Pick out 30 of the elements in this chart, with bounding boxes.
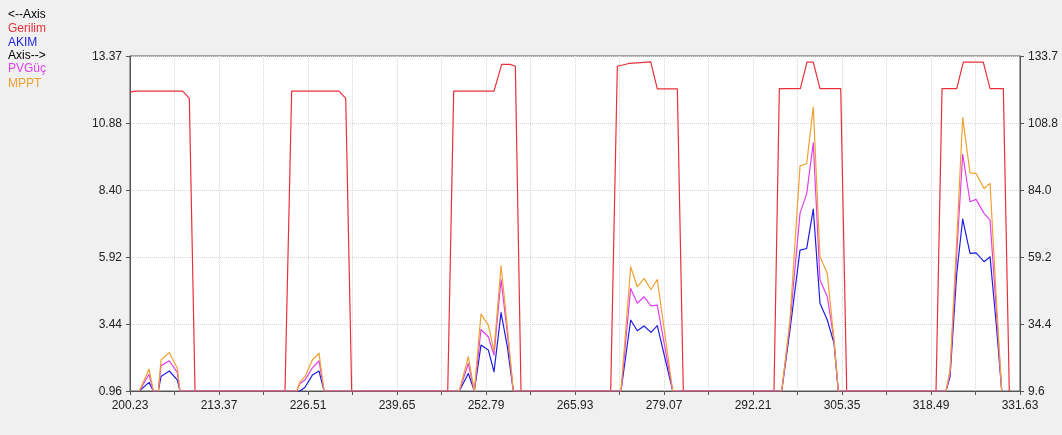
x-tick-label: 226.51: [289, 398, 327, 412]
y2-tick-label: 59.2: [1028, 250, 1052, 265]
x-tick-label: 305.35: [823, 398, 861, 412]
text: PVGüç: [8, 61, 47, 75]
text: MPPT: [8, 75, 42, 90]
x-tick-label: 239.65: [378, 398, 416, 412]
x-tick-label: 331.63: [1001, 398, 1039, 412]
x-tick-label: 252.79: [467, 398, 505, 412]
line-series: [129, 61, 1010, 392]
text: AKIM: [8, 35, 38, 49]
x-tick-label: 292.21: [734, 398, 772, 412]
x-tick-label: 279.07: [645, 398, 683, 412]
x-tick-label: 265.93: [556, 398, 594, 412]
y-tick-label: 10.88: [91, 116, 123, 131]
y2-tick-label: 9.6: [1028, 384, 1046, 398]
y-tick-label: 5.92: [98, 250, 123, 265]
y2-tick-label: 34.4: [1028, 317, 1052, 332]
text: Gerilim: [8, 20, 46, 35]
text: <--Axis: [8, 7, 46, 21]
y2-tick-label: 84.0: [1028, 183, 1052, 198]
y2-tick-label: 133.7: [1028, 49, 1059, 63]
y2-tick-label: 108.8: [1028, 116, 1059, 131]
text: Axis-->: [8, 47, 46, 62]
x-tick-label: 213.37: [200, 398, 238, 412]
y-tick-label: 8.40: [98, 183, 123, 198]
y-tick-label: 3.44: [98, 317, 123, 332]
y-tick-label: 13.37: [91, 49, 123, 63]
y-tick-label: 0.96: [98, 384, 123, 398]
x-tick-label: 200.23: [111, 398, 149, 412]
x-tick-label: 318.49: [912, 398, 950, 412]
